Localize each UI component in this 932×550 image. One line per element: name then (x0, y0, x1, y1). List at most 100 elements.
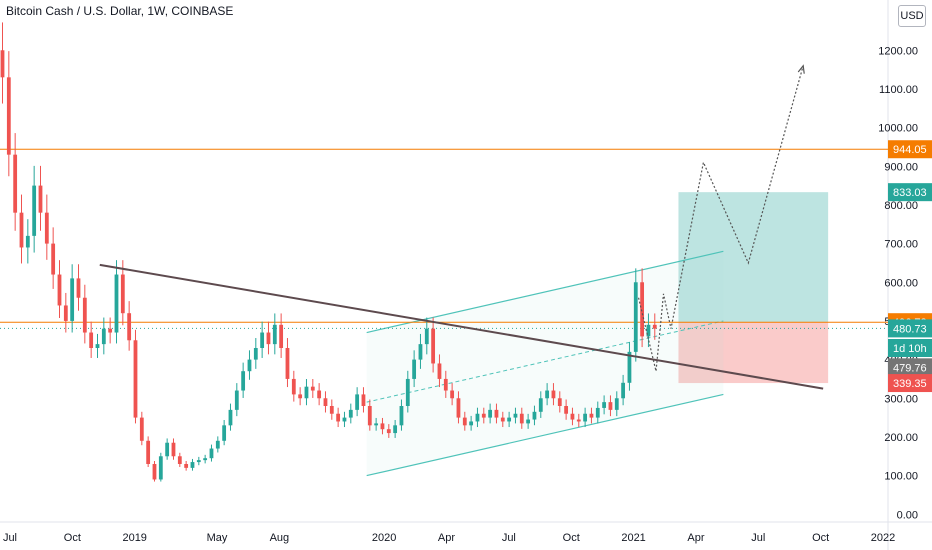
candle-body (450, 390, 455, 399)
candle-body (545, 390, 550, 399)
candle-body (462, 417, 467, 426)
candle-body (538, 398, 543, 412)
candle-body (190, 462, 195, 468)
candle-body (298, 394, 303, 399)
price-tick-label: 300.00 (884, 393, 918, 405)
channel-lower-line (366, 393, 724, 477)
candle-body (32, 185, 37, 236)
time-tick-label: Oct (563, 532, 580, 544)
time-tick-label: Jul (502, 532, 516, 544)
candle-body (272, 324, 277, 345)
symbol-title: Bitcoin Cash / U.S. Dollar, 1W, COINBASE (6, 4, 234, 18)
time-tick-label: 2022 (871, 532, 895, 544)
candle-body (380, 423, 385, 430)
candle-body (374, 423, 379, 426)
candle-body (13, 154, 18, 213)
candle-body (19, 212, 24, 248)
projection-arrowhead (797, 64, 805, 74)
price-tick-label: 200.00 (884, 432, 918, 444)
candle-body (488, 409, 493, 418)
candle-body (564, 406, 569, 414)
candle-body (285, 348, 290, 379)
time-tick-label: May (207, 532, 228, 544)
candle-body (234, 390, 239, 410)
price-tick-label: 1100.00 (879, 84, 918, 96)
candle-body (367, 406, 372, 426)
candle-body (291, 378, 296, 395)
candle-body (247, 359, 252, 372)
candle-body (570, 413, 575, 420)
candle-body (355, 394, 360, 410)
candle-body (519, 413, 524, 424)
candle-body (507, 417, 512, 422)
candle-body (633, 282, 638, 352)
candle-body (95, 344, 100, 348)
price-badge-label: 1d 10h (893, 343, 927, 355)
candle-body (241, 371, 246, 391)
candle-body (323, 398, 328, 406)
candle-body (481, 413, 486, 418)
price-badge-label: 944.05 (893, 144, 927, 156)
candle-body (614, 398, 619, 410)
candle-body (222, 425, 227, 441)
candle-body (494, 409, 499, 418)
price-tick-label: 1200.00 (878, 45, 918, 57)
candle-body (184, 464, 189, 468)
candle-body (133, 340, 138, 418)
candle-body (51, 243, 56, 275)
price-tick-label: 100.00 (884, 471, 918, 483)
candle-body (120, 274, 125, 314)
candle-body (152, 464, 157, 480)
candle-body (76, 278, 81, 298)
time-tick-label: Aug (270, 532, 290, 544)
candle-body (82, 297, 87, 333)
candle-body (146, 440, 151, 464)
candle-body (627, 351, 632, 383)
currency-button[interactable]: USD (898, 5, 926, 27)
candle-body (171, 442, 176, 457)
candle-body (608, 402, 613, 410)
channel-upper-line (366, 250, 724, 334)
candle-body (361, 394, 366, 406)
candle-body (127, 313, 132, 341)
candle-body (532, 411, 537, 420)
candle-body (418, 344, 423, 360)
candle-body (260, 332, 265, 348)
price-badge-label: 480.73 (893, 323, 927, 335)
target-zone (678, 192, 829, 323)
time-tick-label: Oct (812, 532, 829, 544)
candle-body (266, 332, 271, 345)
price-badge-label: 833.03 (893, 187, 927, 199)
candle-body (551, 390, 556, 399)
price-badge (888, 374, 932, 393)
candle-body (595, 407, 600, 418)
candle-body (424, 328, 429, 345)
projection-path (637, 65, 804, 372)
candle-body (89, 332, 94, 348)
candle-body (253, 348, 258, 360)
time-tick-label: 2019 (122, 532, 146, 544)
candle-body (583, 413, 588, 422)
candle-body (57, 274, 62, 306)
candle-body (25, 235, 30, 248)
candle-body (621, 382, 626, 399)
price-badge (888, 358, 932, 377)
candle-body (310, 386, 315, 391)
price-tick-label: 800.00 (884, 200, 918, 212)
candle-body (203, 458, 208, 461)
price-badge (888, 339, 932, 357)
candle-body (405, 378, 410, 406)
candle-body (437, 363, 442, 379)
price-tick-label: 900.00 (884, 161, 918, 173)
candle-body (500, 417, 505, 422)
candle-body (279, 324, 284, 348)
candle-body (0, 50, 5, 78)
candle-body (443, 378, 448, 391)
candle-body (6, 77, 11, 155)
candle-body (215, 440, 220, 449)
price-badge (888, 183, 932, 202)
candle-body (342, 417, 347, 422)
candle-body (399, 406, 404, 426)
price-tick-label: 700.00 (884, 239, 918, 251)
